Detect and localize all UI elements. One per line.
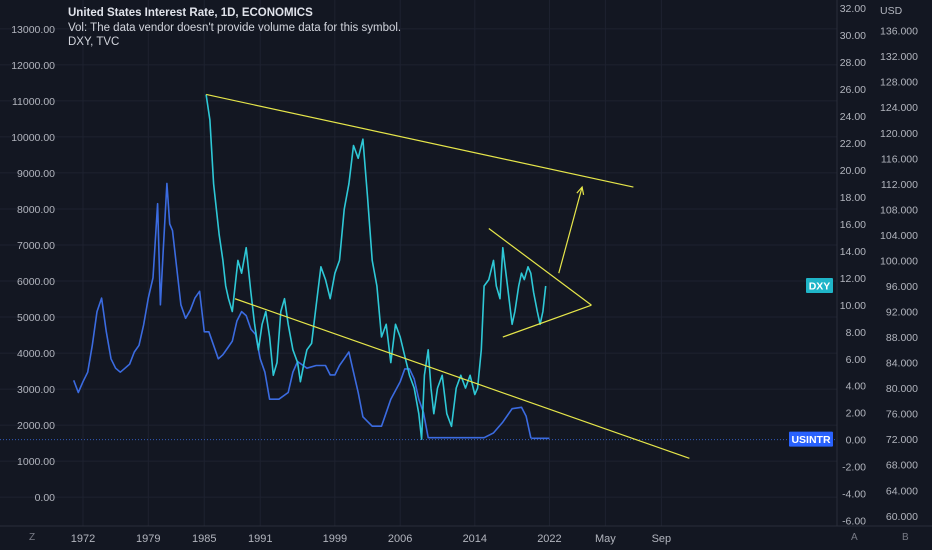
usd-axis-tick-label: 64.000: [886, 485, 918, 497]
left-axis-tick-label: 12000.00: [11, 60, 55, 72]
time-axis-tick-label: May: [595, 533, 616, 545]
usd-axis-tick-label: 92.000: [886, 307, 918, 319]
series-layer: [72, 94, 550, 441]
usd-axis-tick-label: 116.000: [881, 153, 918, 165]
usd-axis-tick-label: 112.000: [881, 179, 918, 191]
left-axis-tick-label: 10000.00: [11, 132, 55, 144]
price-badge-label: USINTR: [791, 434, 831, 446]
series-line-usintr[interactable]: [72, 182, 550, 440]
left-axis-tick-label: 9000.00: [17, 168, 55, 180]
usd-axis-tick-label: 100.000: [880, 255, 918, 267]
price-badge-usintr: [789, 431, 833, 447]
left-price-axis[interactable]: 13000.00 12000.00 11000.00 10000.00 9000.00 8…: [11, 24, 55, 504]
time-axis-tick-label: 2022: [537, 533, 561, 545]
rate-axis-tick-label: 0.00: [846, 435, 867, 447]
log-scale-button[interactable]: B: [902, 532, 909, 543]
rate-axis-tick-label: 28.00: [840, 57, 866, 69]
usd-axis-tick-label: 124.000: [880, 102, 918, 114]
rate-axis-tick-label: 26.00: [840, 84, 866, 96]
rate-axis-tick-label: 10.00: [840, 300, 866, 312]
usd-axis-tick-label: 80.000: [886, 383, 918, 395]
rate-axis-tick-label: 20.00: [840, 165, 866, 177]
usd-unit-label: USD: [880, 5, 903, 17]
time-axis-tick-label: 2014: [463, 533, 487, 545]
usd-axis-tick-label: 88.000: [886, 332, 918, 344]
time-axis-tick-label: 2006: [388, 533, 412, 545]
rate-axis-tick-label: 8.00: [846, 327, 867, 339]
trendline[interactable]: [488, 228, 592, 306]
rate-axis-tick-label: 6.00: [846, 354, 867, 366]
usd-axis-tick-label: 96.000: [886, 281, 918, 293]
left-axis-tick-label: 7000.00: [17, 240, 55, 252]
usd-axis-tick-label: 68.000: [886, 460, 918, 472]
trendline[interactable]: [206, 93, 634, 188]
left-axis-tick-label: 13000.00: [11, 24, 55, 36]
usd-axis-tick-label: 136.000: [880, 26, 918, 38]
usd-axis-tick-label: 128.000: [880, 77, 918, 89]
rate-axis-tick-label: 22.00: [840, 138, 866, 150]
rate-axis-tick-label: 32.00: [840, 3, 866, 15]
left-axis-tick-label: 5000.00: [17, 312, 55, 324]
left-axis-tick-label: 6000.00: [17, 276, 55, 288]
rate-axis-tick-label: 18.00: [840, 192, 866, 204]
time-axis-tick-label: 1985: [192, 533, 216, 545]
left-axis-tick-label: 3000.00: [17, 384, 55, 396]
legend-volume-note: Vol: The data vendor doesn't provide vol…: [68, 21, 402, 34]
chart-legend: United States Interest Rate, 1D, ECONOMI…: [68, 6, 401, 50]
rate-axis-tick-label: -4.00: [842, 489, 866, 501]
annotation-layer: [0, 93, 837, 459]
time-axis-tick-label: 1991: [248, 533, 272, 545]
time-axis[interactable]: 1972 1979 1985 1991 1999 2006 2014 2022 May Sep: [71, 533, 671, 545]
usd-axis-tick-label: 104.000: [880, 230, 918, 242]
legend-title[interactable]: United States Interest Rate, 1D, ECONOMI…: [68, 7, 313, 19]
usd-axis-tick-label: 72.000: [886, 434, 918, 446]
left-axis-tick-label: 0.00: [35, 492, 56, 504]
rate-axis-tick-label: 2.00: [846, 408, 867, 420]
usd-axis-tick-label: 108.000: [880, 204, 918, 216]
left-axis-tick-label: 1000.00: [17, 456, 55, 468]
legend-overlay-symbol[interactable]: DXY, TVC: [68, 36, 120, 48]
rate-axis-tick-label: -2.00: [842, 462, 866, 474]
dxy-price-axis[interactable]: USD 136.000 132.000 128.000 124.000 120.000 1…: [880, 5, 918, 523]
trendline[interactable]: [234, 298, 690, 459]
time-axis-tick-label: Sep: [652, 533, 672, 545]
rate-axis-tick-label: 4.00: [846, 381, 867, 393]
rate-axis-tick-label: 14.00: [840, 246, 866, 258]
left-axis-tick-label: 11000.00: [12, 96, 55, 108]
usd-axis-tick-label: 60.000: [886, 511, 918, 523]
usd-axis-tick-label: 120.000: [880, 128, 918, 140]
projection-arrow[interactable]: [558, 186, 583, 274]
rate-axis-tick-label: -6.00: [842, 516, 866, 528]
time-axis-tick-label: 1972: [71, 533, 95, 545]
usd-axis-tick-label: 84.000: [886, 358, 918, 370]
rate-axis-tick-label: 12.00: [840, 273, 866, 285]
auto-scale-button[interactable]: A: [851, 532, 858, 543]
interest-rate-axis[interactable]: 32.00 30.00 28.00 26.00 24.00 22.00 20.00 18.00…: [840, 3, 866, 528]
rate-axis-tick-label: 24.00: [840, 111, 866, 123]
price-badges: USINTR DXY: [789, 277, 833, 447]
price-badge-dxy: [806, 277, 833, 293]
rate-axis-tick-label: 30.00: [840, 30, 866, 42]
series-line-dxy[interactable]: [205, 94, 547, 441]
trendline[interactable]: [502, 304, 592, 338]
rate-axis-tick-label: 16.00: [840, 219, 866, 231]
price-badge-label: DXY: [809, 280, 831, 292]
time-axis-tick-label: 1979: [136, 533, 160, 545]
left-axis-tick-label: 8000.00: [17, 204, 55, 216]
projection-arrow-head: [576, 185, 585, 196]
usd-axis-tick-label: 76.000: [886, 409, 918, 421]
left-axis-tick-label: 2000.00: [17, 420, 55, 432]
left-axis-tick-label: 4000.00: [17, 348, 55, 360]
usd-axis-tick-label: 132.000: [880, 51, 918, 63]
time-axis-tick-label: 1999: [323, 533, 347, 545]
grid: [0, 0, 837, 526]
timezone-z-button[interactable]: Z: [29, 532, 36, 543]
